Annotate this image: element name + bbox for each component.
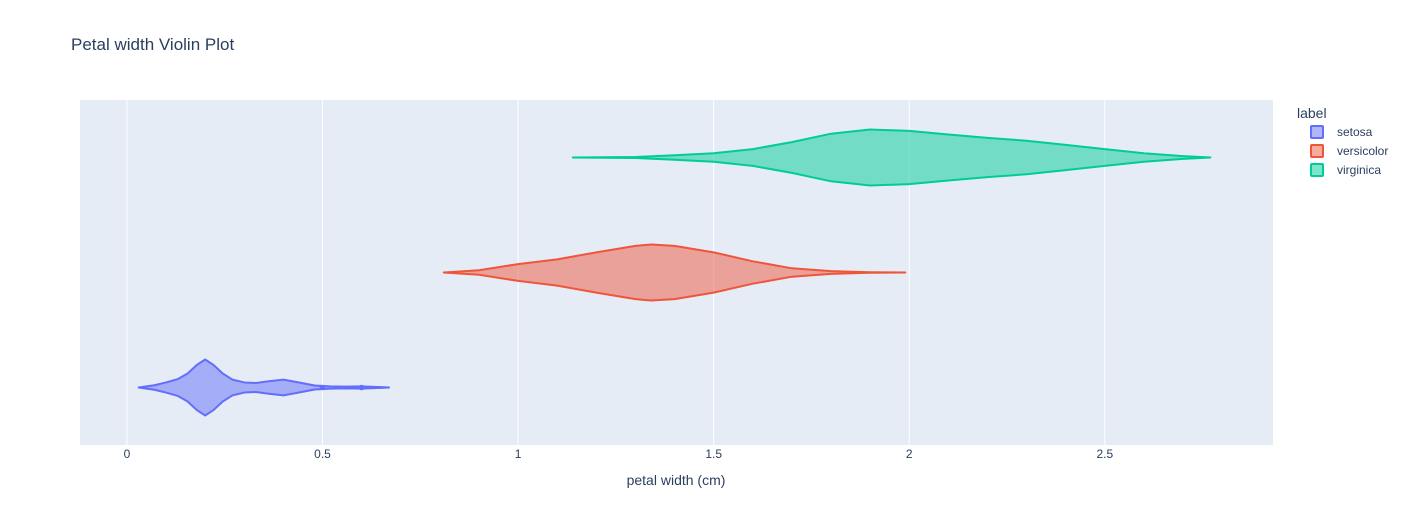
legend-swatch-versicolor: [1310, 144, 1324, 158]
legend-item-virginica[interactable]: virginica: [1310, 163, 1381, 177]
legend-item-setosa[interactable]: setosa: [1310, 125, 1373, 139]
legend-swatch-virginica: [1310, 163, 1324, 177]
legend-swatch-setosa: [1310, 125, 1324, 139]
violins: [137, 128, 1212, 417]
legend-label-setosa: setosa: [1337, 125, 1373, 139]
violin-setosa: [137, 358, 391, 417]
x-axis-label: petal width (cm): [627, 472, 726, 488]
violin-virginica: [571, 128, 1212, 187]
legend-label-versicolor: versicolor: [1337, 144, 1388, 158]
legend: label setosa versicolor virginica: [1297, 105, 1388, 177]
violin-versicolor: [442, 243, 907, 302]
outlier-point-setosa-1: [358, 384, 365, 391]
x-tick-label-1: 1: [515, 447, 522, 461]
legend-title: label: [1297, 105, 1327, 121]
x-tick-label-1.5: 1.5: [705, 447, 722, 461]
x-tick-label-2: 2: [906, 447, 913, 461]
x-tick-label-0: 0: [124, 447, 131, 461]
x-tick-label-2.5: 2.5: [1096, 447, 1113, 461]
legend-item-versicolor[interactable]: versicolor: [1310, 144, 1388, 158]
legend-label-virginica: virginica: [1337, 163, 1381, 177]
x-tick-label-0.5: 0.5: [314, 447, 331, 461]
x-axis-ticks: 0 0.5 1 1.5 2 2.5: [124, 447, 1114, 461]
chart-title: Petal width Violin Plot: [71, 35, 234, 54]
outlier-point-setosa-0: [319, 384, 326, 391]
